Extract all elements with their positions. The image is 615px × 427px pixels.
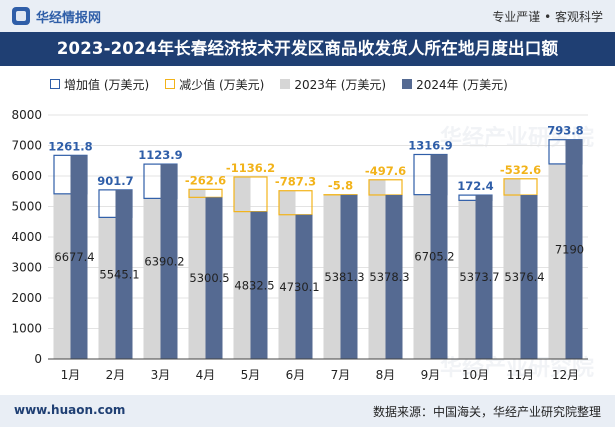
bar-2024 bbox=[250, 211, 268, 359]
bar-2023 bbox=[143, 198, 161, 359]
change-label: 1123.9 bbox=[138, 148, 182, 162]
data-labels: 1261.8 6677.4 901.7 5545.1 1123.9 6390.2 -262.… bbox=[48, 124, 584, 294]
value-label-2024: 7190 bbox=[555, 242, 584, 256]
legend: 增加值 (万美元) 减少值 (万美元) 2023年 (万美元) 2024年 (万… bbox=[50, 75, 524, 93]
value-label-2024: 5381.3 bbox=[324, 270, 364, 284]
legend-swatch-2024 bbox=[402, 79, 413, 89]
footer: www.huaon.com 数据来源：中国海关，华经产业研究院整理 bbox=[0, 395, 615, 427]
bar-2023 bbox=[188, 189, 206, 359]
value-label-2024: 5378.3 bbox=[369, 270, 409, 284]
bar-2024 bbox=[430, 154, 448, 359]
chart-title: 2023-2024年长春经济技术开发区商品收发货人所在地月度出口额 bbox=[0, 32, 615, 66]
legend-label-2023: 2023年 (万美元) bbox=[294, 77, 387, 92]
bar-2023 bbox=[98, 217, 116, 359]
x-tick-label: 1月 bbox=[61, 368, 81, 382]
change-label: 793.8 bbox=[547, 124, 583, 138]
brand-name: 华经情报网 bbox=[36, 10, 102, 26]
change-label: -1136.2 bbox=[226, 161, 275, 175]
bar-2024 bbox=[295, 214, 313, 359]
y-tick-label: 0 bbox=[34, 352, 42, 366]
value-label-2024: 5373.7 bbox=[459, 270, 499, 284]
value-label-2024: 6705.2 bbox=[414, 250, 454, 264]
brand-logo-icon bbox=[12, 7, 30, 25]
x-tick-label: 12月 bbox=[552, 368, 579, 382]
bar-2023 bbox=[548, 163, 566, 359]
x-tick-label: 6月 bbox=[286, 368, 306, 382]
value-label-2024: 4832.5 bbox=[234, 278, 274, 292]
bar-2023 bbox=[503, 178, 521, 359]
legend-label-increase: 增加值 (万美元) bbox=[64, 77, 150, 92]
y-tick-label: 4000 bbox=[11, 230, 42, 244]
legend-swatch-increase bbox=[50, 79, 60, 89]
y-tick-label: 8000 bbox=[11, 108, 42, 122]
bar-2024 bbox=[115, 189, 133, 359]
bar-2023 bbox=[458, 200, 476, 359]
bar-2023 bbox=[233, 176, 251, 359]
x-tick-label: 7月 bbox=[331, 368, 351, 382]
value-label-2024: 4730.1 bbox=[279, 280, 319, 294]
x-tick-label: 4月 bbox=[196, 368, 216, 382]
legend-item-2024: 2024年 (万美元) bbox=[402, 76, 508, 93]
x-tick-label: 5月 bbox=[241, 368, 261, 382]
value-label-2024: 5376.4 bbox=[504, 270, 544, 284]
bar-2024 bbox=[160, 164, 178, 359]
change-label: -262.6 bbox=[185, 173, 226, 187]
y-tick-label: 5000 bbox=[11, 200, 42, 214]
change-label: 1316.9 bbox=[408, 138, 452, 152]
bar-2023 bbox=[368, 179, 386, 359]
axes: 0 1000 2000 3000 4000 5000 6000 7000 8000 1月 2月 3月 4… bbox=[11, 108, 588, 382]
bar-2024 bbox=[340, 194, 358, 359]
website-link[interactable]: www.huaon.com bbox=[14, 403, 126, 417]
legend-item-2023: 2023年 (万美元) bbox=[280, 76, 386, 93]
x-tick-label: 8月 bbox=[376, 368, 396, 382]
x-tick-label: 11月 bbox=[507, 368, 534, 382]
chart-area: 1261.8 6677.4 901.7 5545.1 1123.9 6390.2 -262.… bbox=[11, 108, 588, 382]
bars bbox=[53, 139, 583, 359]
bar-2023 bbox=[413, 194, 431, 359]
bar-2024 bbox=[520, 195, 538, 359]
y-tick-label: 2000 bbox=[11, 291, 42, 305]
value-label-2024: 6677.4 bbox=[54, 250, 94, 264]
y-tick-label: 6000 bbox=[11, 169, 42, 183]
bar-2023 bbox=[323, 194, 341, 359]
data-source: 数据来源：中国海关，华经产业研究院整理 bbox=[372, 405, 601, 419]
bar-2024 bbox=[70, 155, 88, 359]
legend-label-decrease: 减少值 (万美元) bbox=[179, 77, 265, 92]
top-bar: 华经情报网 专业严谨 • 客观科学 bbox=[0, 0, 615, 32]
y-tick-label: 1000 bbox=[11, 322, 42, 336]
change-label: 1261.8 bbox=[48, 139, 92, 153]
bar-2024 bbox=[475, 195, 493, 359]
value-label-2024: 5545.1 bbox=[99, 267, 139, 281]
value-label-2024: 5300.5 bbox=[189, 271, 229, 285]
change-label: 901.7 bbox=[97, 174, 133, 188]
x-tick-label: 3月 bbox=[151, 368, 171, 382]
change-label: -497.6 bbox=[365, 164, 406, 178]
bar-2023 bbox=[53, 193, 71, 359]
legend-item-increase: 增加值 (万美元) bbox=[50, 76, 149, 93]
tagline: 专业严谨 • 客观科学 bbox=[492, 10, 603, 24]
x-tick-label: 10月 bbox=[462, 368, 489, 382]
legend-swatch-2023 bbox=[280, 79, 291, 89]
change-label: 172.4 bbox=[457, 179, 493, 193]
x-tick-label: 2月 bbox=[106, 368, 126, 382]
change-label: -5.8 bbox=[328, 179, 353, 193]
bar-2024 bbox=[565, 139, 583, 359]
bar-2023 bbox=[278, 190, 296, 359]
x-tick-label: 9月 bbox=[421, 368, 441, 382]
legend-swatch-decrease bbox=[165, 79, 176, 89]
bar-2024 bbox=[205, 197, 223, 359]
y-tick-label: 7000 bbox=[11, 139, 42, 153]
change-label: -787.3 bbox=[275, 175, 316, 189]
bar-2024 bbox=[385, 194, 403, 359]
watermark: 华经产业研究院 bbox=[440, 356, 595, 381]
brand[interactable]: 华经情报网 bbox=[12, 6, 101, 26]
change-label: -532.6 bbox=[500, 163, 541, 177]
legend-item-decrease: 减少值 (万美元) bbox=[165, 76, 264, 93]
legend-label-2024: 2024年 (万美元) bbox=[416, 77, 508, 92]
y-tick-label: 3000 bbox=[11, 261, 42, 275]
value-label-2024: 6390.2 bbox=[144, 255, 184, 269]
